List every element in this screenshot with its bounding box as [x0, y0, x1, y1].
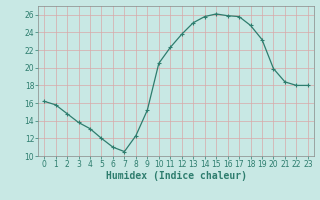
X-axis label: Humidex (Indice chaleur): Humidex (Indice chaleur)	[106, 171, 246, 181]
